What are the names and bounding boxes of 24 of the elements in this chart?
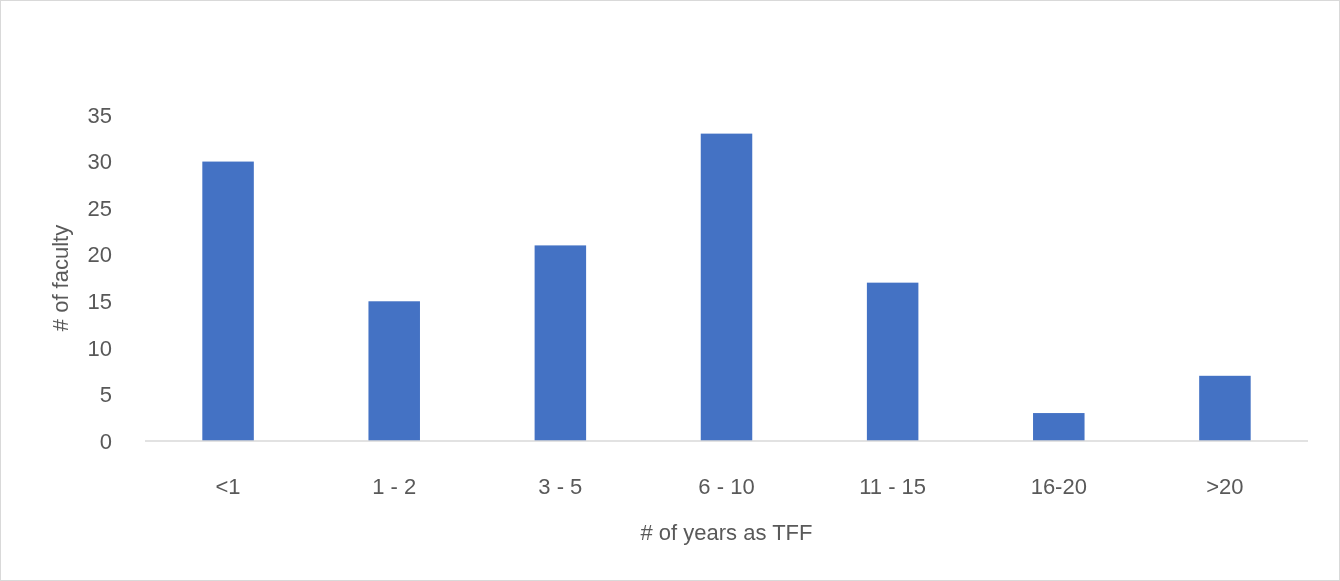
bar <box>534 245 587 441</box>
bar <box>866 282 919 441</box>
y-axis-title: # of faculty <box>48 224 73 332</box>
y-tick-label: 5 <box>99 382 112 408</box>
x-tick-label: 1 - 2 <box>372 474 417 499</box>
bar <box>202 161 254 441</box>
y-tick-label: 25 <box>87 195 112 221</box>
x-tick-label: >20 <box>1206 474 1244 499</box>
x-tick-label: 3 - 5 <box>538 474 583 499</box>
y-tick-label: 35 <box>87 102 112 128</box>
y-tick-label: 20 <box>87 242 112 268</box>
x-tick-label: 6 - 10 <box>698 474 755 499</box>
x-axis-title: # of years as TFF <box>640 520 813 545</box>
y-tick-label: 15 <box>87 288 112 314</box>
y-tick-label: 30 <box>87 149 112 175</box>
x-tick-label: 16-20 <box>1030 474 1087 499</box>
bar <box>1033 413 1085 441</box>
x-tick-label: 11 - 15 <box>859 474 927 499</box>
bar <box>368 301 420 441</box>
bar <box>1199 375 1251 441</box>
y-tick-label: 10 <box>87 335 112 361</box>
x-tick-label: <1 <box>215 474 241 499</box>
y-tick-label: 0 <box>99 428 112 454</box>
bar <box>700 133 753 441</box>
